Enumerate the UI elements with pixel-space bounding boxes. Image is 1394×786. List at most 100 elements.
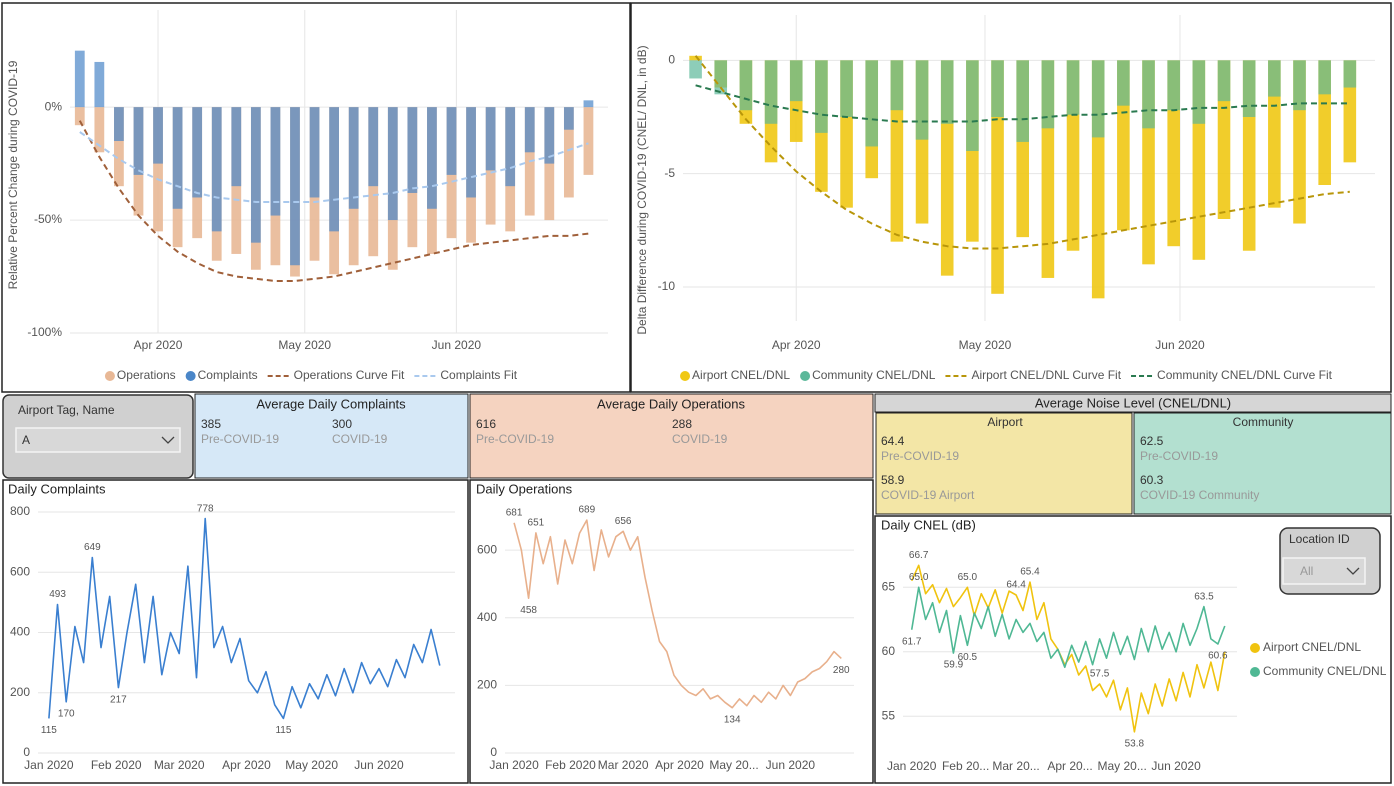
line	[910, 564, 1226, 733]
legend-label: Operations	[117, 368, 176, 382]
bar	[172, 107, 183, 209]
bar	[211, 107, 222, 232]
line	[78, 120, 589, 282]
data-label: 493	[49, 589, 66, 600]
card-value: 300	[332, 417, 352, 431]
noise-value: 64.4	[881, 434, 905, 448]
noise-value: 58.9	[881, 473, 905, 487]
y-tick-label: 0	[23, 745, 30, 759]
bar	[1192, 60, 1206, 124]
x-tick-label: Apr 2020	[222, 758, 271, 772]
legend-marker	[104, 371, 115, 381]
bar	[1217, 60, 1231, 102]
line	[694, 55, 1350, 250]
bar	[270, 107, 281, 216]
dropdown[interactable]	[15, 427, 181, 453]
bar	[485, 107, 496, 171]
data-label: 134	[724, 714, 741, 725]
bar	[368, 107, 379, 187]
chart-title: Daily Complaints	[8, 481, 106, 496]
charts: Relative Percent Change during COVID-19 0…	[6, 10, 1387, 773]
bar	[153, 107, 163, 232]
noise-title: Average Noise Level (CNEL/DNL)	[1035, 395, 1231, 410]
bar	[714, 60, 728, 95]
x-tick-label: Jan 2020	[887, 759, 937, 773]
bar	[1268, 60, 1281, 97]
bar	[192, 107, 203, 198]
dropdown-value[interactable]: A	[22, 433, 30, 447]
bar	[544, 107, 555, 164]
bar	[689, 60, 702, 79]
x-tick-label: Apr 2020	[134, 338, 183, 352]
card-value: 385	[201, 417, 221, 431]
line	[79, 131, 589, 203]
bar	[1142, 60, 1155, 129]
card-value: 616	[476, 417, 496, 431]
data-label: 65.0	[958, 572, 978, 583]
data-label: 66.7	[909, 550, 929, 561]
legend-label: Community CNEL/DNL	[1263, 664, 1387, 678]
bar	[563, 107, 574, 130]
bar	[466, 107, 476, 198]
y-axis-title: Relative Percent Change during COVID-19	[6, 60, 20, 289]
data-label: 65.4	[1020, 567, 1040, 578]
noise-label: COVID-19 Airport	[881, 488, 975, 502]
dropdown-value[interactable]: All	[1300, 564, 1313, 578]
line	[910, 586, 1226, 669]
y-tick-label: -50%	[34, 212, 62, 226]
y-tick-label: -100%	[27, 325, 62, 339]
bar	[153, 107, 163, 164]
bar	[290, 107, 300, 266]
bar	[583, 107, 594, 175]
legend: Operations Complaints Operations Curve Fit…	[104, 368, 518, 382]
dropdown[interactable]	[1282, 557, 1366, 585]
chevron[interactable]	[1346, 567, 1360, 575]
x-tick-label: Apr 20...	[1047, 759, 1092, 773]
card	[469, 393, 874, 479]
chart-title: Daily Operations	[476, 481, 573, 496]
bar	[563, 107, 574, 198]
noise-box	[1133, 412, 1392, 515]
bar	[1318, 60, 1331, 95]
bar	[407, 107, 418, 193]
card-label: Pre-COVID-19	[476, 432, 554, 446]
legend-marker	[800, 371, 811, 381]
bar	[231, 107, 242, 187]
data-label: 681	[506, 507, 523, 518]
x-tick-label: May 2020	[959, 338, 1012, 352]
legend-label: Airport CNEL/DNL	[692, 368, 790, 382]
card-title: Average Daily Operations	[597, 396, 745, 411]
chart-title: Daily CNEL (dB)	[881, 517, 976, 532]
data-label: 170	[58, 708, 75, 719]
legend-label: Airport CNEL/DNL Curve Fit	[971, 368, 1121, 382]
y-tick-label: 400	[477, 610, 497, 624]
legend-label: Airport CNEL/DNL	[1263, 640, 1361, 654]
bar	[789, 60, 803, 102]
x-tick-label: Feb 2020	[91, 758, 142, 772]
bar	[505, 107, 516, 187]
y-tick-label: 0%	[45, 99, 63, 113]
legend-label: Operations Curve Fit	[294, 368, 405, 382]
bar	[1117, 60, 1130, 106]
legend-label: Complaints Fit	[440, 368, 517, 382]
data-label: 689	[578, 505, 595, 516]
card-label: Pre-COVID-19	[201, 432, 279, 446]
legend-label: Complaints	[198, 368, 258, 382]
noise-group: Airport	[987, 415, 1023, 429]
chevron[interactable]	[161, 436, 175, 444]
bar	[348, 107, 359, 209]
legend-label: Community CNEL/DNL Curve Fit	[1157, 368, 1333, 382]
x-tick-label: Mar 2020	[154, 758, 205, 772]
bar	[74, 50, 85, 108]
x-tick-label: May 20...	[709, 758, 758, 772]
bar	[915, 60, 929, 140]
noise-box	[875, 412, 1133, 515]
y-tick-label: 800	[10, 504, 30, 518]
slicer-label: Location ID	[1289, 532, 1350, 546]
data-label: 53.8	[1125, 738, 1145, 749]
x-tick-label: Apr 2020	[772, 338, 821, 352]
bar	[1016, 60, 1029, 142]
data-label: 280	[833, 665, 850, 676]
y-tick-label: 600	[477, 542, 497, 556]
